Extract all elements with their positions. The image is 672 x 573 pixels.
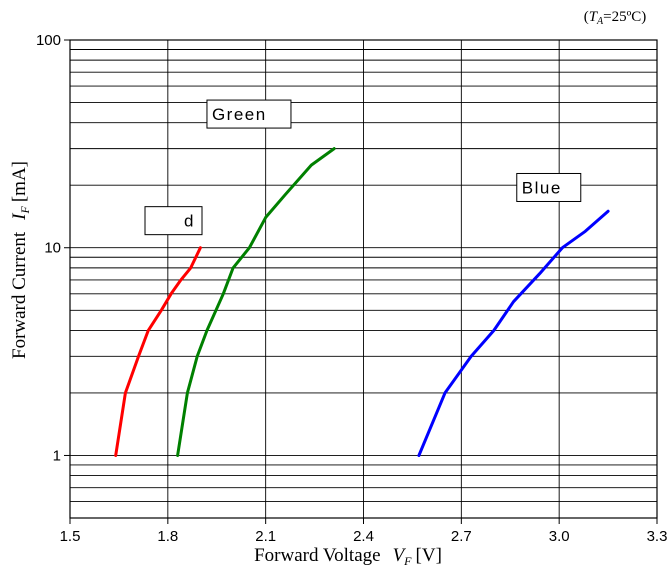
series-line-blue xyxy=(417,209,610,457)
condition-label: (TA=25ºC) xyxy=(584,9,647,27)
y-tick-label: 1 xyxy=(53,447,61,464)
series-labels: d Green Blue xyxy=(144,99,582,236)
x-tick-label: 2.1 xyxy=(255,528,276,545)
series-line-d xyxy=(114,246,202,457)
series-line-green xyxy=(176,147,336,457)
x-tick-label: 1.8 xyxy=(157,528,178,545)
axis-ticks: 1.5 1.8 2.1 2.4 2.7 3.0 3.3 1 10 100 xyxy=(36,32,667,545)
x-tick-label: 3.0 xyxy=(549,528,570,545)
series-label-blue: Blue xyxy=(516,172,582,202)
x-tick-label: 1.5 xyxy=(60,528,81,545)
y-axis-label: Forward CurrentIF[mA] xyxy=(9,161,32,359)
x-tick-label: 2.7 xyxy=(451,528,472,545)
series-label-text: Green xyxy=(212,105,267,124)
y-tick-label: 10 xyxy=(44,240,61,257)
data-series xyxy=(114,147,610,457)
x-tick-label: 2.4 xyxy=(353,528,374,545)
series-label-text: d xyxy=(184,212,195,231)
x-tick-label: 3.3 xyxy=(647,528,668,545)
series-label-text: Blue xyxy=(522,178,562,197)
series-label-box xyxy=(206,99,292,129)
y-tick-label: 100 xyxy=(36,32,61,49)
series-label-d: d xyxy=(144,206,203,236)
grid-lines xyxy=(70,40,657,518)
x-axis-label: Forward Voltage VF [V] xyxy=(254,545,442,568)
series-label-box xyxy=(516,172,582,202)
series-label-box xyxy=(144,206,203,236)
series-label-green: Green xyxy=(206,99,292,129)
